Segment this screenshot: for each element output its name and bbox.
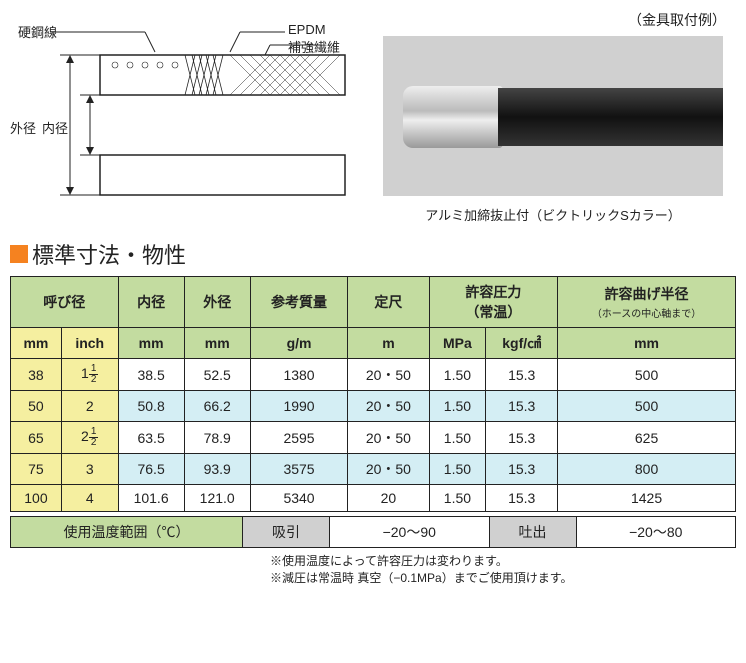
hdr-nominal: 呼び径	[11, 277, 119, 328]
cell-mass: 1990	[250, 391, 348, 422]
table-row: 3811238.552.5138020・501.5015.3500	[11, 359, 736, 391]
cell-od: 66.2	[184, 391, 250, 422]
hdr-inner-dia: 内径	[118, 277, 184, 328]
cell-kgf: 15.3	[486, 485, 558, 512]
section-title-text: 標準寸法・物性	[32, 238, 186, 270]
cell-mass: 2595	[250, 422, 348, 454]
cell-od: 93.9	[184, 454, 250, 485]
label-hard-steel: 硬鋼線	[18, 22, 57, 41]
temp-label: 使用温度範囲（℃）	[11, 517, 243, 548]
hdr-bend-mm: mm	[558, 328, 736, 359]
hdr-mm: mm	[11, 328, 62, 359]
cell-mm: 38	[11, 359, 62, 391]
table-row: 6521263.578.9259520・501.5015.3625	[11, 422, 736, 454]
temp-suction-label: 吸引	[243, 517, 330, 548]
hose-photo	[383, 36, 723, 196]
cell-id: 50.8	[118, 391, 184, 422]
cell-mass: 3575	[250, 454, 348, 485]
cell-bend: 625	[558, 422, 736, 454]
footnotes: ※使用温度によって許容圧力は変わります。 ※減圧は常温時 真空（−0.1MPa）…	[10, 552, 736, 586]
cell-od: 121.0	[184, 485, 250, 512]
hdr-id-mm: mm	[118, 328, 184, 359]
cell-mm: 50	[11, 391, 62, 422]
photo-box: （金具取付例） アルミ加締抜止付（ビクトリックSカラー）	[370, 10, 736, 224]
top-row: 硬鋼線 EPDM 補強繊維 外径 内径 （金具取付例） アルミ加締抜止付（ビクト…	[10, 10, 736, 224]
cell-id: 76.5	[118, 454, 184, 485]
cell-mm: 75	[11, 454, 62, 485]
cell-len: 20	[348, 485, 429, 512]
hdr-od-mm: mm	[184, 328, 250, 359]
cell-id: 101.6	[118, 485, 184, 512]
cell-mass: 5340	[250, 485, 348, 512]
hdr-m: m	[348, 328, 429, 359]
hdr-outer-dia: 外径	[184, 277, 250, 328]
cell-mass: 1380	[250, 359, 348, 391]
cell-inch: 4	[61, 485, 118, 512]
cell-inch: 3	[61, 454, 118, 485]
footnote-1: ※使用温度によって許容圧力は変わります。	[270, 552, 736, 569]
label-outer-dia: 外径	[10, 118, 36, 137]
cell-kgf: 15.3	[486, 391, 558, 422]
hdr-mass: 参考質量	[250, 277, 348, 328]
temp-discharge-range: −20〜80	[576, 517, 736, 548]
cell-len: 20・50	[348, 422, 429, 454]
spec-table: 呼び径 内径 外径 参考質量 定尺 許容圧力 （常温） 許容曲げ半径 （ホースの…	[10, 276, 736, 512]
orange-square-icon	[10, 245, 28, 263]
photo-caption-bottom: アルミ加締抜止付（ビクトリックSカラー）	[370, 205, 736, 224]
cross-section-diagram: 硬鋼線 EPDM 補強繊維 外径 内径	[10, 10, 350, 220]
cell-bend: 1425	[558, 485, 736, 512]
table-row: 75376.593.9357520・501.5015.3800	[11, 454, 736, 485]
cell-id: 38.5	[118, 359, 184, 391]
hdr-pressure: 許容圧力 （常温）	[429, 277, 558, 328]
cell-bend: 500	[558, 391, 736, 422]
cell-od: 52.5	[184, 359, 250, 391]
cell-inch: 112	[61, 359, 118, 391]
hdr-bend: 許容曲げ半径 （ホースの中心軸まで）	[558, 277, 736, 328]
cell-inch: 212	[61, 422, 118, 454]
footnote-2: ※減圧は常温時 真空（−0.1MPa）までご使用頂けます。	[270, 569, 736, 586]
label-inner-dia: 内径	[42, 118, 68, 137]
cell-id: 63.5	[118, 422, 184, 454]
table-row: 1004101.6121.05340201.5015.31425	[11, 485, 736, 512]
cell-mm: 65	[11, 422, 62, 454]
cell-len: 20・50	[348, 391, 429, 422]
cell-od: 78.9	[184, 422, 250, 454]
cell-kgf: 15.3	[486, 359, 558, 391]
cell-len: 20・50	[348, 359, 429, 391]
cell-len: 20・50	[348, 454, 429, 485]
label-epdm: EPDM	[288, 22, 326, 37]
photo-caption-top: （金具取付例）	[370, 10, 736, 30]
cell-mpa: 1.50	[429, 454, 486, 485]
cell-kgf: 15.3	[486, 454, 558, 485]
cell-mpa: 1.50	[429, 485, 486, 512]
hdr-length: 定尺	[348, 277, 429, 328]
cell-mpa: 1.50	[429, 422, 486, 454]
cell-mm: 100	[11, 485, 62, 512]
cell-bend: 500	[558, 359, 736, 391]
table-row: 50250.866.2199020・501.5015.3500	[11, 391, 736, 422]
label-reinforce-fiber: 補強繊維	[288, 37, 340, 56]
cell-bend: 800	[558, 454, 736, 485]
hdr-gm: g/m	[250, 328, 348, 359]
cell-mpa: 1.50	[429, 359, 486, 391]
temp-table: 使用温度範囲（℃） 吸引 −20〜90 吐出 −20〜80	[10, 516, 736, 548]
temp-suction-range: −20〜90	[330, 517, 490, 548]
cell-mpa: 1.50	[429, 391, 486, 422]
section-title: 標準寸法・物性	[10, 238, 736, 270]
hdr-mpa: MPa	[429, 328, 486, 359]
cell-kgf: 15.3	[486, 422, 558, 454]
temp-discharge-label: 吐出	[489, 517, 576, 548]
hdr-kgf: kgf/㎠	[486, 328, 558, 359]
cell-inch: 2	[61, 391, 118, 422]
hdr-inch: inch	[61, 328, 118, 359]
